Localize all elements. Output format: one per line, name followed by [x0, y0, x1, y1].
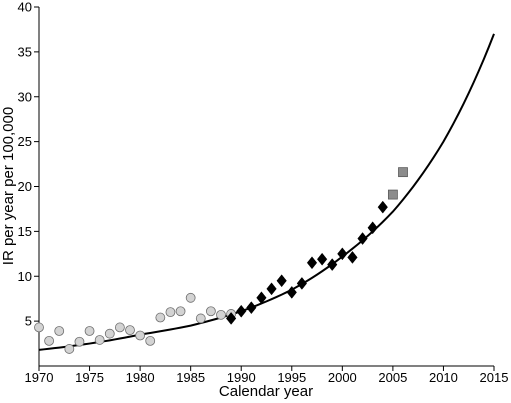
- x-tick-label: 2000: [328, 370, 357, 385]
- data-point-circle: [205, 306, 216, 317]
- data-point-circle: [145, 335, 156, 346]
- data-point-diamond: [347, 251, 358, 264]
- data-point-diamond: [327, 258, 338, 271]
- x-tick-label: 2005: [378, 370, 407, 385]
- y-tick-label: 20: [18, 179, 32, 194]
- y-axis-title: IR per year per 100,000: [0, 107, 17, 265]
- data-point-circle: [125, 325, 135, 336]
- data-point-circle: [44, 335, 55, 346]
- data-point-diamond: [286, 286, 297, 299]
- data-point-square: [398, 167, 408, 178]
- data-point-circle: [94, 335, 105, 345]
- y-tick-label: 15: [18, 224, 32, 239]
- data-point-circle: [104, 328, 115, 339]
- axes: 1970 1975 1980 1985 1990 1995 2000 2005 2010 2015…: [18, 0, 509, 385]
- y-tick-label: 35: [18, 44, 32, 59]
- data-point-diamond: [357, 232, 368, 245]
- y-tick-label: 10: [18, 269, 32, 284]
- x-tick-label: 1995: [277, 370, 306, 385]
- y-tick-label: 5: [25, 314, 32, 329]
- y-tick-label: 25: [18, 134, 32, 149]
- x-axis-title: Calendar year: [219, 383, 313, 400]
- data-point-circle: [185, 292, 196, 303]
- data-point-diamond: [256, 291, 267, 305]
- data-points-group: [34, 167, 408, 354]
- data-point-square: [387, 189, 398, 200]
- data-point-circle: [216, 309, 226, 320]
- data-point-circle: [175, 306, 186, 317]
- data-point-diamond: [377, 200, 388, 214]
- x-tick-label: 1990: [227, 370, 256, 385]
- x-tick-label: 2015: [480, 370, 509, 385]
- fit-curve-group: [38, 33, 495, 351]
- data-point-diamond: [266, 282, 277, 296]
- y-tick-label: 40: [18, 0, 32, 15]
- data-point-diamond: [306, 256, 318, 270]
- data-point-circle: [84, 326, 95, 336]
- data-point-diamond: [296, 277, 308, 290]
- x-tick-label: 1975: [75, 370, 104, 385]
- fit-curve: [38, 33, 495, 351]
- data-point-circle: [135, 330, 146, 341]
- y-tick-label: 30: [18, 89, 32, 104]
- data-point-diamond: [337, 247, 348, 261]
- x-tick-label: 1970: [25, 370, 54, 385]
- data-point-circle: [114, 322, 125, 333]
- data-point-circle: [74, 336, 85, 347]
- data-point-diamond: [236, 304, 247, 318]
- data-point-circle: [165, 307, 176, 318]
- data-point-diamond: [367, 221, 378, 235]
- data-point-diamond: [276, 274, 287, 288]
- x-tick-label: 1985: [176, 370, 205, 385]
- x-tick-label: 1980: [126, 370, 155, 385]
- data-point-diamond: [246, 301, 257, 315]
- data-point-circle: [54, 326, 65, 336]
- x-tick-label: 2010: [429, 370, 458, 385]
- data-point-circle: [155, 312, 166, 323]
- data-point-diamond: [316, 252, 328, 266]
- data-point-circle: [34, 322, 44, 333]
- data-point-circle: [64, 344, 75, 354]
- data-point-diamond: [225, 312, 237, 325]
- data-point-circle: [195, 313, 206, 324]
